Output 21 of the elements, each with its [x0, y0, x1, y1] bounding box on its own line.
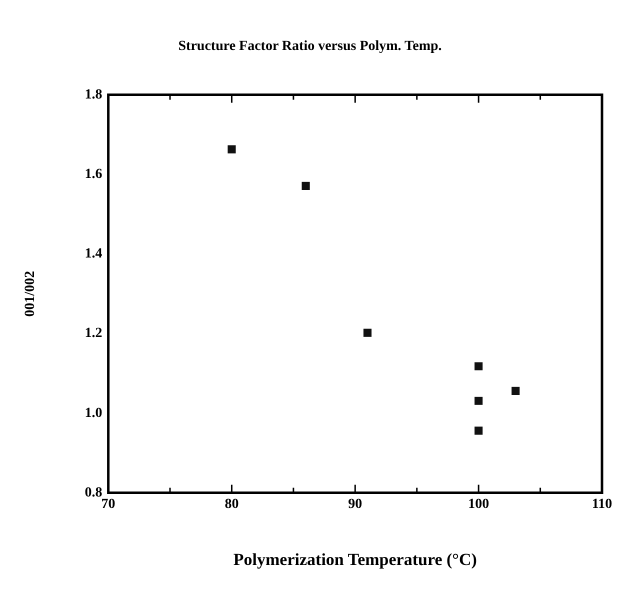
x-tick-label: 90 — [348, 496, 362, 512]
point — [363, 328, 372, 337]
y-tick-label: 1.8 — [84, 87, 102, 102]
x-tick-label: 110 — [592, 496, 612, 512]
x-axis-title: Polymerization Temperature (°C) — [233, 550, 477, 570]
y-tick-label: 1.0 — [84, 406, 102, 421]
x-tick-label: 100 — [468, 496, 490, 512]
point — [512, 386, 520, 395]
x-tick-label: 70 — [101, 496, 116, 512]
y-tick-label: 1.4 — [84, 246, 102, 262]
point — [474, 396, 483, 405]
y-axis-title: 001/002 — [23, 270, 38, 317]
y-tick-label: 1.6 — [84, 167, 102, 182]
point — [474, 362, 483, 370]
x-tick-label: 80 — [224, 496, 239, 512]
point — [228, 145, 236, 154]
y-tick-label: 1.2 — [84, 326, 102, 342]
point — [474, 426, 483, 435]
point — [302, 182, 310, 190]
chart-title: Structure Factor Ratio versus Polym. Temp. — [178, 39, 442, 54]
y-tick-label: 0.8 — [84, 485, 102, 500]
